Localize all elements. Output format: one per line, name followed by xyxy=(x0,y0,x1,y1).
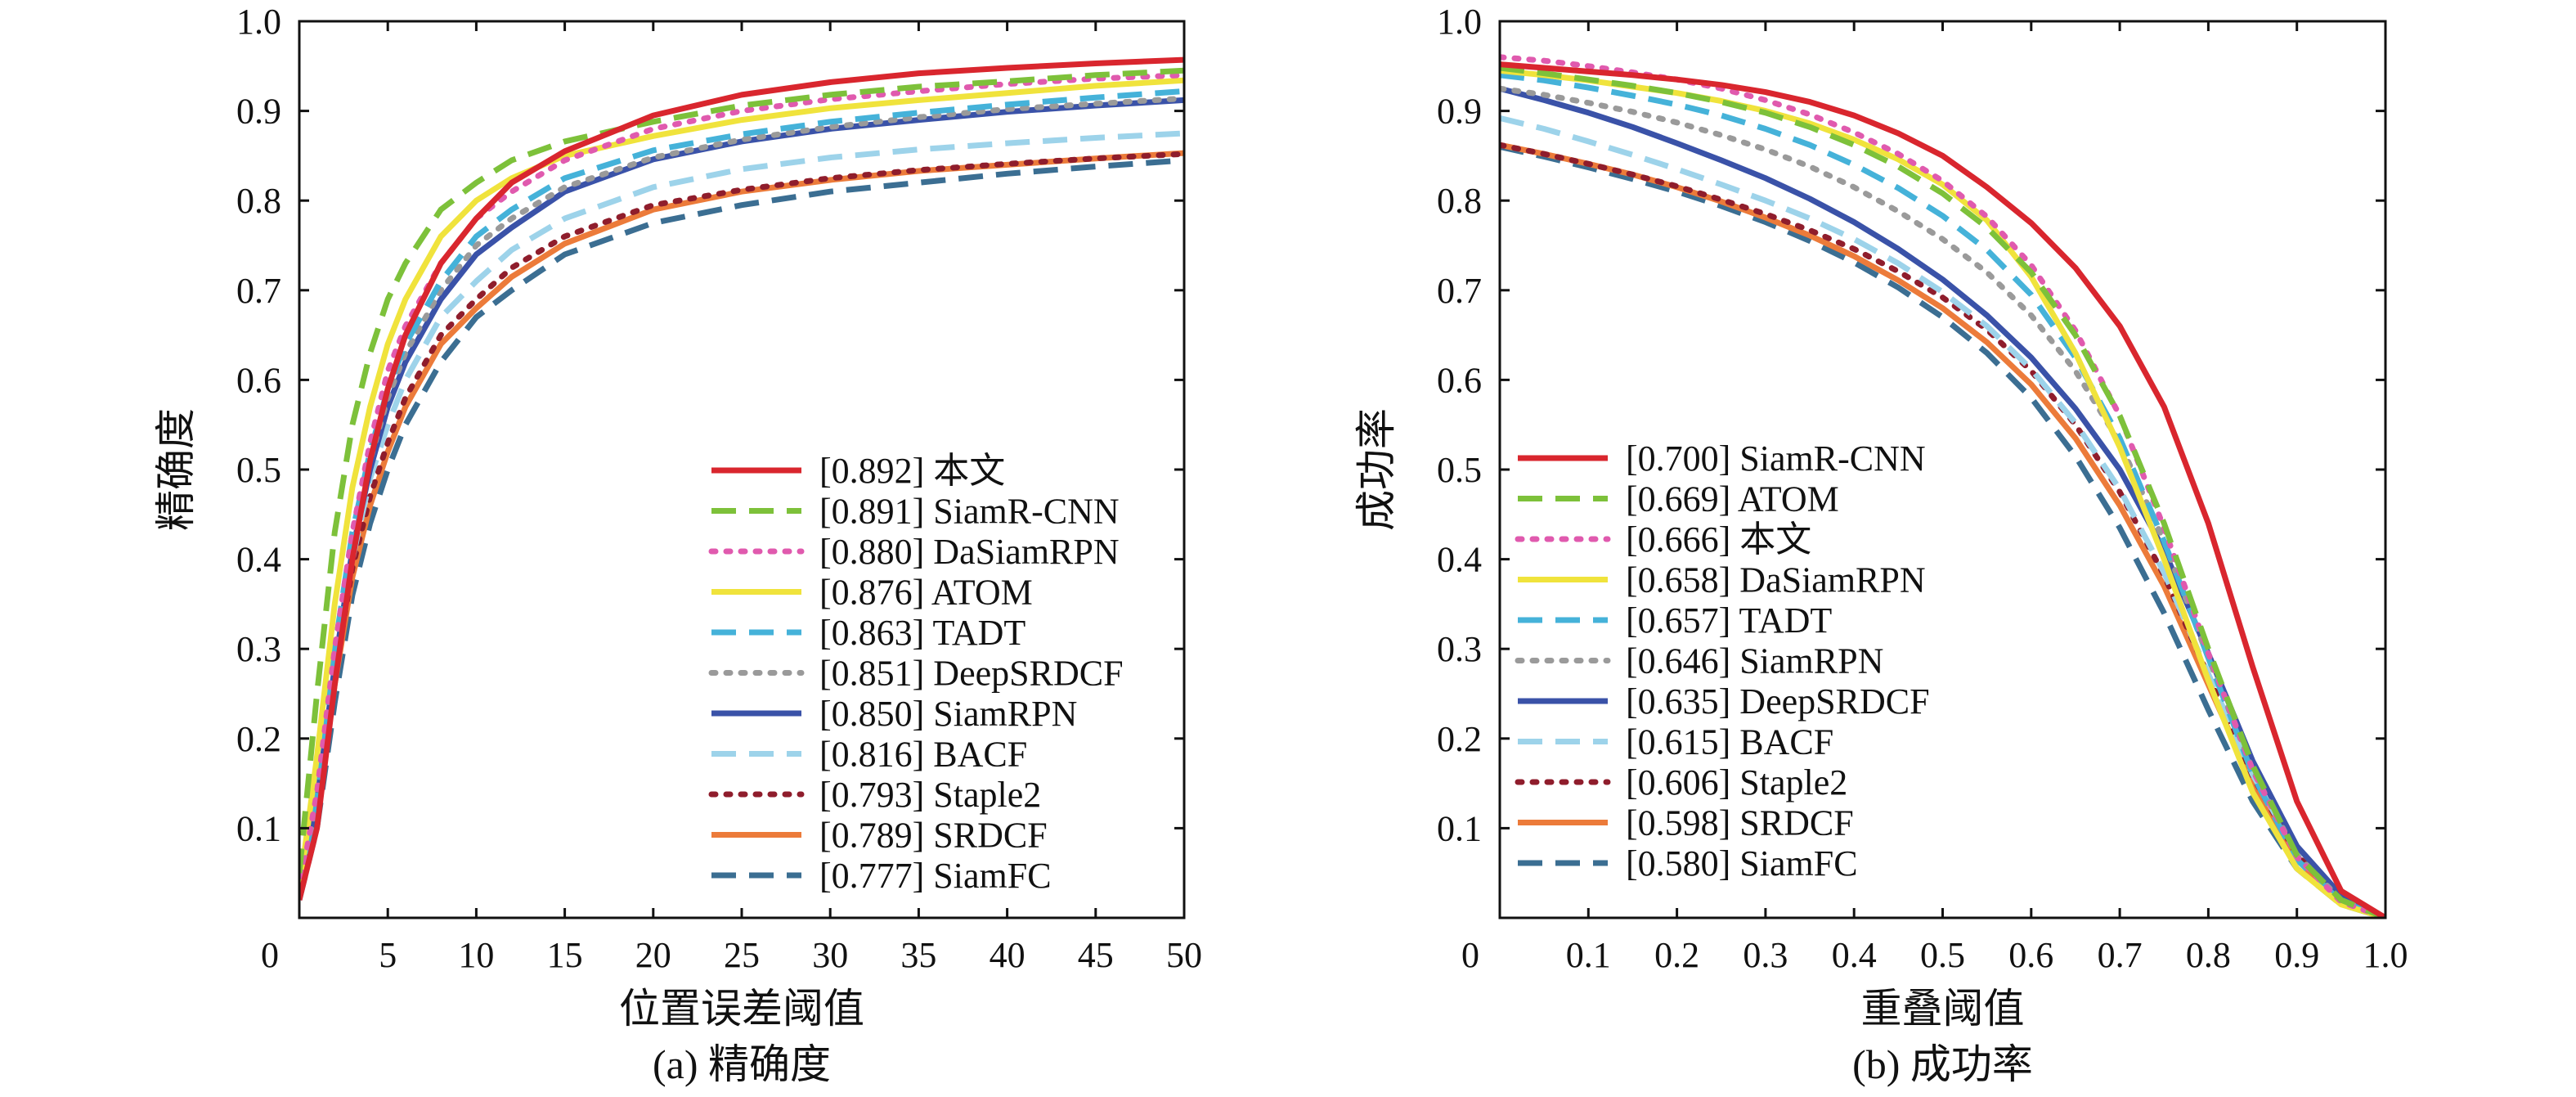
precision-legend-label: [0.891] SiamR-CNN xyxy=(819,492,1120,532)
precision-y-tick-label: 0.3 xyxy=(236,629,281,669)
precision-legend: [0.892] 本文[0.891] SiamR-CNN[0.880] DaSia… xyxy=(708,451,1124,896)
success-x-tick-label: 0.2 xyxy=(1654,935,1699,975)
success-legend-label: [0.657] TADT xyxy=(1626,600,1832,641)
precision-x-tick-label: 40 xyxy=(990,935,1025,975)
precision-legend-label: [0.816] BACF xyxy=(819,735,1027,775)
precision-legend-label: [0.851] DeepSRDCF xyxy=(819,654,1124,694)
success-x-tick-label: 0.4 xyxy=(1832,935,1877,975)
success-y-tick-label: 0.9 xyxy=(1437,92,1482,132)
precision-x-tick-label: 50 xyxy=(1166,935,1202,975)
success-y-tick-label: 0.1 xyxy=(1437,808,1482,848)
success-legend-label: [0.598] SRDCF xyxy=(1626,803,1854,843)
precision-x-tick-label: 10 xyxy=(458,935,494,975)
success-series-line-3 xyxy=(1500,67,2385,918)
success-x-tick-label: 0.7 xyxy=(2098,935,2143,975)
precision-legend-label: [0.793] Staple2 xyxy=(819,775,1041,815)
success-series-line-7 xyxy=(1500,115,2385,918)
success-series-lines xyxy=(1500,54,2385,918)
precision-y-tick-label: 0.7 xyxy=(236,271,281,311)
success-y-tick-label: 0.6 xyxy=(1437,360,1482,400)
precision-series-line-3 xyxy=(299,77,1184,892)
success-caption: (b) 成功率 xyxy=(1852,1041,2033,1087)
precision-x-tick-label: 5 xyxy=(379,935,397,975)
success-legend-label: [0.700] SiamR-CNN xyxy=(1626,438,1926,479)
precision-series-line-0 xyxy=(299,56,1184,901)
success-legend-label: [0.580] SiamFC xyxy=(1626,843,1858,883)
success-legend-label: [0.666] 本文 xyxy=(1626,519,1811,560)
success-legend-label: [0.635] DeepSRDCF xyxy=(1626,681,1930,722)
precision-x-tick-label: 25 xyxy=(724,935,760,975)
success-chart: 0 0.1 0.2 0.3 0.4 0.5 0.6 0.7 0.8 0.9 1.0 0.10.20.… xyxy=(1353,2,2408,1087)
precision-series-line-10 xyxy=(299,157,1184,901)
precision-y-tick-label: 0.1 xyxy=(236,808,281,848)
precision-y-tick-label: 0.4 xyxy=(236,540,281,580)
precision-x-tick-label: 45 xyxy=(1078,935,1114,975)
success-x-tick-label: 0.9 xyxy=(2274,935,2319,975)
precision-y-tick-label: 0.9 xyxy=(236,92,281,132)
success-y-tick-label: 1.0 xyxy=(1437,2,1482,42)
precision-series-line-5 xyxy=(299,95,1184,894)
success-y-tick-label: 0.7 xyxy=(1437,271,1482,311)
precision-legend-label: [0.880] DaSiamRPN xyxy=(819,532,1120,572)
success-y-ticks: 0.1 0.2 0.3 0.4 0.5 0.6 0.7 0.8 0.9 1.0 xyxy=(1437,2,2385,848)
success-x-tick-label: 0.1 xyxy=(1566,935,1611,975)
precision-legend-label: [0.850] SiamRPN xyxy=(819,694,1077,734)
precision-legend-label: [0.789] SRDCF xyxy=(819,816,1048,856)
precision-x-ticks: 0 5 10 15 20 25 30 35 40 45 50 xyxy=(261,21,1202,975)
precision-y-tick-label: 0.2 xyxy=(236,719,281,759)
success-x-axis-label: 重叠阈值 xyxy=(1861,986,2025,1032)
precision-legend-label: [0.777] SiamFC xyxy=(819,856,1052,896)
success-y-tick-label: 0.8 xyxy=(1437,181,1482,221)
success-x-tick-label: 0.3 xyxy=(1743,935,1788,975)
precision-x-tick-label: 35 xyxy=(900,935,936,975)
precision-y-ticks: 0.1 0.2 0.3 0.4 0.5 0.6 0.7 0.8 0.9 1.0 xyxy=(236,2,1184,848)
success-legend-label: [0.669] ATOM xyxy=(1626,479,1839,519)
success-x-tick-label: 0.6 xyxy=(2008,935,2053,975)
success-y-axis-label: 成功率 xyxy=(1353,408,1399,531)
success-legend-label: [0.646] SiamRPN xyxy=(1626,641,1883,681)
precision-x-tick-label: 0 xyxy=(261,935,279,975)
precision-x-tick-label: 30 xyxy=(812,935,848,975)
success-x-tick-label: 1.0 xyxy=(2363,935,2408,975)
precision-x-axis-label: 位置误差阈值 xyxy=(619,986,864,1032)
precision-y-axis-label: 精确度 xyxy=(153,408,199,531)
precision-legend-label: [0.863] TADT xyxy=(819,613,1025,653)
success-legend-label: [0.606] Staple2 xyxy=(1626,762,1847,803)
precision-legend-label: [0.876] ATOM xyxy=(819,573,1033,613)
success-y-tick-label: 0.2 xyxy=(1437,719,1482,759)
success-x-tick-label: 0.5 xyxy=(1920,935,1965,975)
success-x-tick-label: 0 xyxy=(1461,935,1479,975)
precision-x-tick-label: 15 xyxy=(547,935,583,975)
precision-y-tick-label: 0.8 xyxy=(236,181,281,221)
precision-y-tick-label: 1.0 xyxy=(236,2,281,42)
success-series-line-0 xyxy=(1500,61,2385,918)
precision-chart: 0 5 10 15 20 25 30 35 40 45 50 0.10.20.30.40.50.60… xyxy=(153,2,1202,1087)
precision-x-tick-label: 20 xyxy=(635,935,671,975)
success-y-tick-label: 0.3 xyxy=(1437,629,1482,669)
success-x-ticks: 0 0.1 0.2 0.3 0.4 0.5 0.6 0.7 0.8 0.9 1.0 xyxy=(1461,21,2408,975)
success-series-line-1 xyxy=(1500,65,2385,918)
success-x-tick-label: 0.8 xyxy=(2186,935,2231,975)
success-legend-label: [0.615] BACF xyxy=(1626,722,1833,762)
precision-y-tick-label: 0.6 xyxy=(236,360,281,400)
precision-y-tick-label: 0.5 xyxy=(236,450,281,490)
success-y-tick-label: 0.5 xyxy=(1437,450,1482,490)
success-legend-label: [0.658] DaSiamRPN xyxy=(1626,560,1926,600)
precision-series-line-2 xyxy=(299,72,1184,894)
precision-series-lines xyxy=(299,56,1184,901)
success-series-line-10 xyxy=(1500,143,2385,918)
precision-legend-label: [0.892] 本文 xyxy=(819,451,1005,491)
precision-series-line-1 xyxy=(299,67,1184,874)
success-y-tick-label: 0.4 xyxy=(1437,540,1482,580)
precision-caption: (a) 精确度 xyxy=(653,1041,831,1087)
success-legend: [0.700] SiamR-CNN[0.669] ATOM[0.666] 本文[… xyxy=(1515,438,1930,883)
